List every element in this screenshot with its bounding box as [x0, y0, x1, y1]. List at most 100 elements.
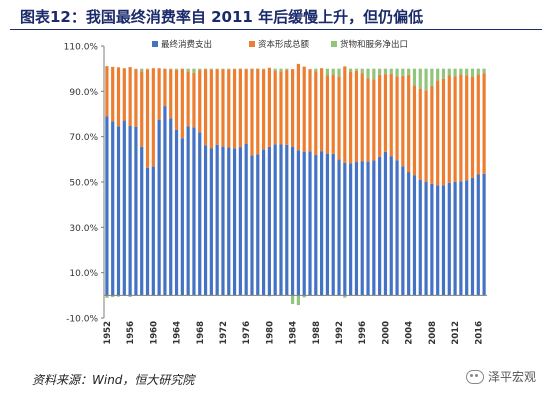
bar-capital-1977 [250, 68, 254, 156]
legend-label: 货物和服务净出口 [340, 39, 408, 50]
bar-net-export-2009 [436, 68, 440, 81]
bar-consumption-2008 [430, 183, 434, 296]
bar-net-export-1985 [296, 295, 300, 306]
x-tick-label: 1964 [173, 321, 183, 345]
bar-net-export-1968 [198, 68, 202, 71]
bar-consumption-1982 [279, 144, 283, 296]
bar-consumption-1952 [105, 116, 109, 296]
bar-consumption-1969 [203, 145, 208, 296]
watermark-text: 泽平宏观 [487, 370, 536, 384]
bar-net-export-1964 [174, 68, 179, 70]
bar-capital-2005 [412, 85, 417, 176]
bar-capital-1961 [157, 68, 161, 120]
bar-consumption-1962 [163, 106, 167, 296]
axes-layer: -10.0% 10.0% 30.0% 50.0% 70.0% 90.0% 110.0% 195… [64, 43, 487, 345]
bar-consumption-1967 [192, 127, 196, 296]
x-tick-label: 1984 [289, 321, 299, 345]
x-tick-label: 1952 [103, 321, 113, 345]
bar-consumption-1996 [360, 161, 364, 296]
bar-capital-1966 [186, 71, 190, 127]
legend-label: 最终消费支出 [161, 39, 212, 50]
bar-capital-1972 [221, 69, 225, 147]
bar-net-export-1958 [140, 68, 144, 72]
bar-consumption-1966 [186, 126, 190, 296]
bar-capital-1969 [203, 69, 208, 146]
bar-consumption-2016 [476, 174, 480, 296]
bar-consumption-2011 [447, 182, 451, 296]
bar-capital-1962 [163, 68, 167, 107]
bar-consumption-1989 [320, 151, 324, 296]
figure-title: 图表12：我国最终消费率自 2011 年后缓慢上升，但仍偏低 [20, 8, 424, 26]
bar-capital-1995 [354, 70, 359, 163]
bar-net-export-1970 [209, 68, 213, 70]
bar-consumption-1984 [291, 146, 295, 296]
bar-capital-1997 [366, 78, 370, 162]
bar-capital-2016 [476, 74, 480, 175]
bar-net-export-1990 [325, 68, 330, 76]
bar-net-export-2004 [407, 68, 411, 75]
x-tick-label: 1956 [126, 321, 136, 345]
x-tick-label: 2012 [451, 321, 461, 345]
bar-consumption-2015 [470, 177, 475, 296]
bar-consumption-2000 [383, 151, 388, 296]
x-tick-label: 2004 [405, 321, 415, 345]
bar-capital-2010 [441, 78, 446, 186]
bar-capital-1964 [174, 69, 179, 130]
bar-capital-2006 [418, 88, 422, 180]
bar-capital-1979 [261, 69, 266, 150]
bar-consumption-1973 [227, 147, 231, 296]
bar-net-export-2006 [418, 68, 422, 89]
bar-consumption-1985 [296, 150, 300, 296]
bar-net-export-2008 [430, 68, 434, 86]
bar-net-export-1991 [331, 68, 335, 76]
x-tick-label: 1960 [149, 321, 159, 345]
bar-consumption-1983 [285, 144, 289, 296]
bar-net-export-2003 [401, 68, 405, 76]
x-tick-label: 2016 [474, 321, 484, 345]
bar-net-export-2012 [453, 68, 457, 77]
bar-capital-2000 [383, 74, 388, 152]
bar-net-export-1981 [273, 68, 277, 71]
bar-consumption-1991 [331, 153, 335, 296]
bar-capital-1987 [308, 69, 312, 152]
bar-capital-1970 [209, 69, 213, 149]
bar-capital-1998 [372, 79, 376, 161]
bar-net-export-1953 [111, 295, 115, 298]
bar-consumption-1978 [256, 154, 260, 296]
bar-consumption-2013 [459, 181, 463, 296]
bar-capital-2008 [430, 85, 434, 184]
bar-capital-2002 [395, 76, 399, 161]
bar-capital-1994 [349, 71, 353, 164]
bar-capital-1968 [198, 70, 202, 133]
bar-consumption-1957 [134, 126, 138, 296]
bar-consumption-2004 [407, 172, 411, 296]
bar-consumption-1960 [151, 166, 155, 296]
bar-consumption-1997 [366, 161, 370, 296]
bar-capital-1960 [151, 68, 155, 167]
bar-capital-2009 [436, 80, 440, 186]
bar-capital-1965 [180, 68, 184, 139]
bar-consumption-1955 [122, 120, 126, 296]
bar-consumption-1995 [354, 162, 359, 296]
bar-capital-1993 [343, 66, 347, 163]
bar-net-export-1982 [279, 68, 283, 72]
bar-net-export-2000 [383, 68, 388, 75]
bar-net-export-1983 [285, 68, 289, 71]
bar-consumption-1968 [198, 132, 202, 296]
watermark: 泽平宏观 [465, 368, 536, 385]
bar-net-export-1993 [343, 295, 347, 298]
bar-capital-1991 [331, 75, 335, 154]
bar-consumption-1980 [267, 146, 271, 296]
bar-consumption-1988 [314, 155, 318, 296]
x-tick-label: 1976 [242, 321, 252, 345]
bar-net-export-2001 [389, 68, 393, 74]
bar-consumption-1972 [221, 146, 225, 296]
x-tick-label: 1992 [335, 321, 345, 345]
bar-consumption-1992 [337, 159, 341, 296]
bar-capital-1990 [325, 75, 330, 154]
bar-consumption-2009 [436, 185, 440, 296]
bar-net-export-2016 [476, 68, 480, 75]
bar-consumption-1987 [308, 151, 312, 296]
y-tick-label: 90.0% [69, 88, 98, 98]
